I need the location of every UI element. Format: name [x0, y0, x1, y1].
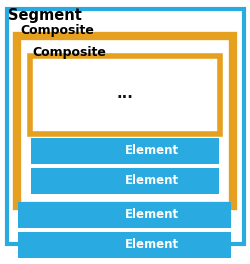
Bar	[7, 9, 243, 244]
Bar	[31, 138, 218, 164]
Text: Element: Element	[124, 209, 178, 221]
Text: ...: ...	[116, 86, 133, 101]
Text: Composite: Composite	[20, 24, 94, 37]
Bar	[18, 202, 230, 228]
Text: Segment: Segment	[8, 8, 82, 23]
Bar	[31, 168, 218, 194]
Bar	[30, 56, 219, 134]
Bar	[18, 232, 230, 258]
Bar	[17, 36, 232, 206]
Text: Composite: Composite	[32, 46, 106, 59]
Text: Element: Element	[124, 175, 178, 187]
Text: Element: Element	[124, 238, 178, 252]
Text: Element: Element	[124, 144, 178, 158]
